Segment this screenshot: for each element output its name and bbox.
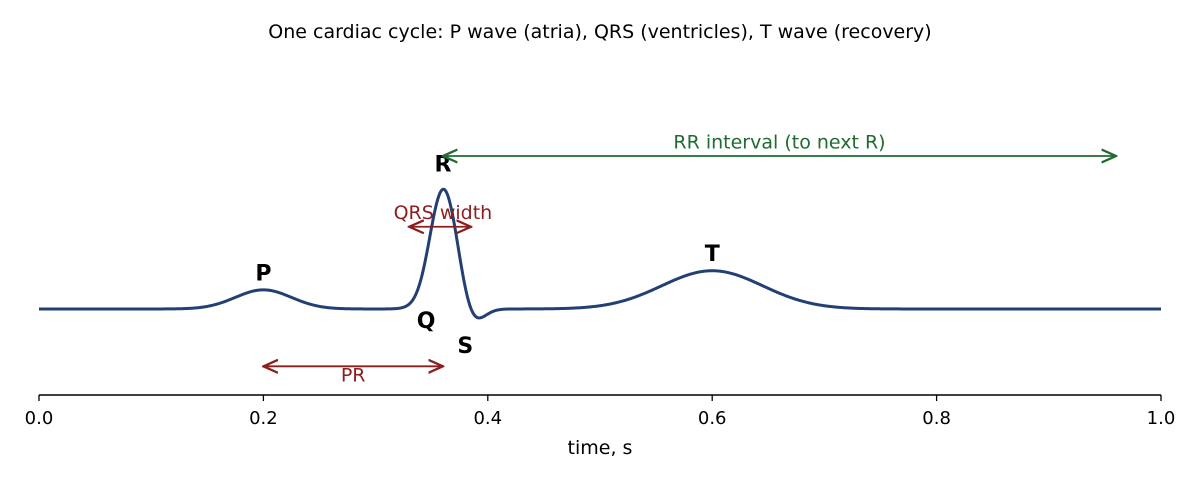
x-axis-label: time, s: [568, 437, 633, 459]
interval-label-2: PR: [341, 365, 366, 387]
x-tick-label: 0.2: [249, 408, 278, 429]
x-tick-label: 0.4: [473, 408, 502, 429]
wave-label-s: S: [457, 334, 473, 359]
chart-title: One cardiac cycle: P wave (atria), QRS (…: [268, 21, 931, 43]
x-tick-label: 0.8: [922, 408, 951, 429]
interval-label-0: RR interval (to next R): [673, 131, 885, 153]
x-tick-label: 0.0: [25, 408, 54, 429]
interval-label-1: QRS width: [394, 202, 493, 224]
ecg-trace-line: [38, 187, 1162, 320]
x-tick-label: 1.0: [1147, 408, 1176, 429]
wave-label-q: Q: [417, 309, 436, 334]
x-axis-ticks: 0.0 0.2 0.4 0.6 0.8 1.0: [25, 395, 1176, 429]
x-tick-label: 0.6: [698, 408, 727, 429]
wave-label-p: P: [255, 261, 271, 286]
wave-label-t: T: [705, 242, 720, 267]
